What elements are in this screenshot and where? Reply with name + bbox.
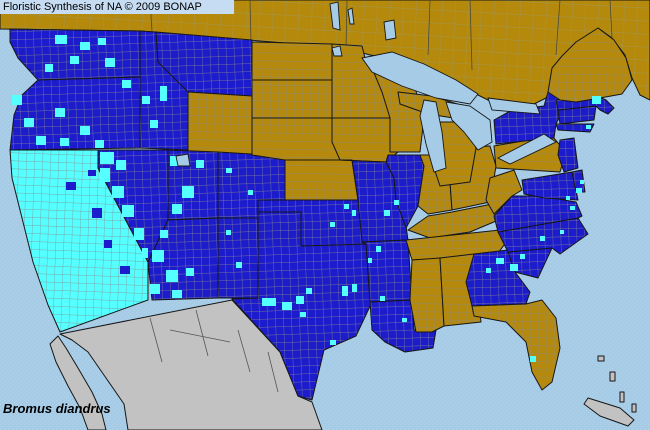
state-new-york-long-island	[555, 123, 595, 133]
state-arizona	[147, 217, 219, 301]
map-title: Floristic Synthesis of NA © 2009 BONAP	[0, 0, 234, 14]
species-label: Bromus diandrus	[3, 401, 111, 416]
state-mississippi	[409, 257, 445, 333]
great-salt-lake	[175, 153, 191, 167]
lakes	[175, 1, 557, 173]
state-west-virginia	[485, 169, 523, 215]
state-florida	[471, 299, 561, 391]
state-south-dakota	[251, 79, 333, 119]
state-maine-nh-vt	[547, 27, 633, 103]
region-baja-california	[49, 335, 107, 430]
state-north-dakota	[251, 41, 333, 81]
island-bahamas-2	[609, 371, 616, 382]
state-virginia	[493, 195, 583, 233]
state-delaware	[571, 169, 586, 193]
lake-ontario	[487, 97, 541, 115]
island-bahamas-4	[631, 403, 637, 413]
lake-of-the-woods	[331, 45, 343, 57]
state-arkansas	[361, 239, 413, 303]
lake-erie	[497, 133, 557, 165]
lake-nipigon	[383, 19, 397, 41]
mexico-state-borders	[149, 309, 279, 393]
state-new-mexico	[217, 217, 259, 299]
state-kansas	[284, 159, 359, 201]
lake-superior	[361, 51, 479, 105]
lake-huron	[445, 101, 493, 151]
state-nebraska	[251, 117, 346, 161]
county-records	[12, 35, 601, 362]
island-bahamas-1	[597, 355, 605, 362]
state-oregon	[9, 76, 141, 151]
island-cuba	[583, 397, 635, 427]
state-maryland	[521, 171, 579, 201]
canada-province-borders	[149, 0, 613, 71]
lake-manitoba	[347, 7, 355, 25]
island-bahamas-3	[619, 391, 625, 403]
state-new-jersey	[557, 137, 579, 173]
lake-michigan	[419, 99, 447, 173]
state-wyoming	[187, 91, 253, 156]
lake-winnipeg	[329, 1, 341, 31]
state-texas	[231, 211, 373, 401]
